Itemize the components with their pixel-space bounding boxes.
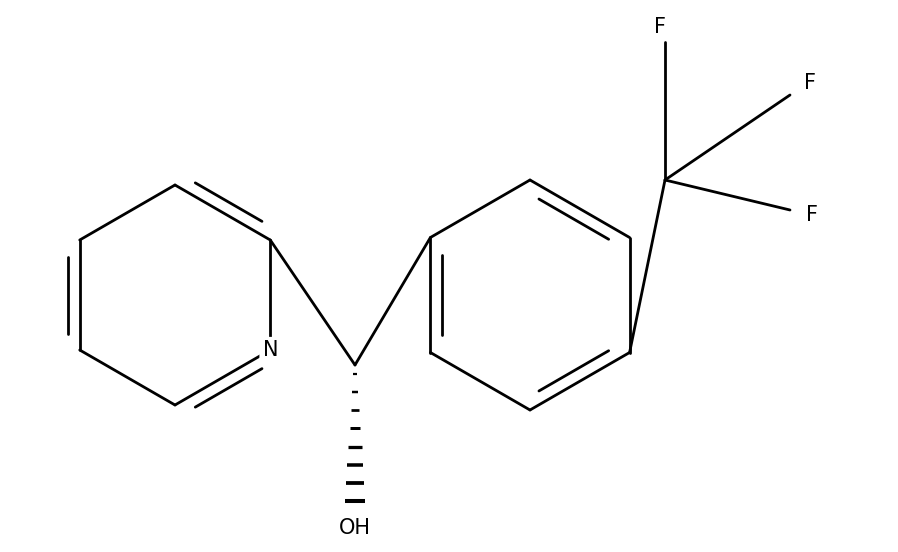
Text: OH: OH [339,518,371,538]
Text: F: F [654,17,666,37]
Text: N: N [262,340,278,360]
Text: F: F [804,73,816,93]
Text: F: F [806,205,818,225]
